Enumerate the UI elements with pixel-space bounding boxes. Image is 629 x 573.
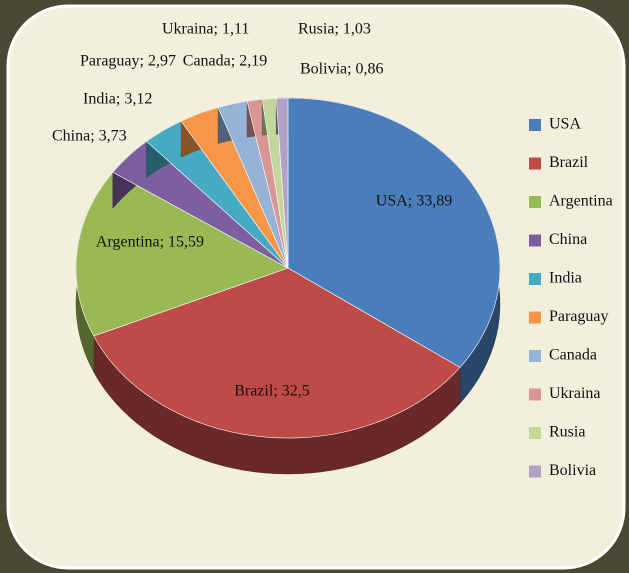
legend-swatch (529, 196, 541, 208)
legend-label: Argentina (549, 193, 613, 210)
legend-swatch (529, 350, 541, 362)
legend-swatch (529, 389, 541, 401)
legend-label: Brazil (549, 154, 589, 171)
legend-swatch (529, 273, 541, 285)
legend-swatch (529, 119, 541, 131)
legend-swatch (529, 312, 541, 324)
legend-label: USA (549, 116, 581, 133)
data-label: Bolivia; 0,86 (300, 61, 384, 78)
data-label: Rusia; 1,03 (298, 21, 371, 38)
legend-label: China (549, 231, 587, 248)
data-label: India; 3,12 (83, 91, 152, 108)
legend-label: Ukraina (549, 385, 601, 402)
legend-label: Paraguay (549, 308, 609, 325)
data-label: USA; 33,89 (376, 193, 452, 210)
legend-swatch (529, 427, 541, 439)
legend-label: India (549, 270, 582, 287)
data-label: Canada; 2,19 (183, 53, 267, 70)
data-label: Brazil; 32,5 (234, 383, 310, 400)
chart: USA; 33,89 Brazil; 32,5 Argentina; 15,59 Ch… (0, 0, 629, 573)
legend-label: Rusia (549, 424, 585, 441)
data-label: China; 3,73 (52, 128, 127, 145)
legend-swatch (529, 158, 541, 170)
data-label: Argentina; 15,59 (96, 234, 204, 251)
legend-label: Canada (549, 347, 597, 364)
legend-swatch (529, 466, 541, 478)
legend-label: Bolivia (549, 462, 596, 479)
data-label: Paraguay; 2,97 (80, 53, 176, 70)
legend-swatch (529, 235, 541, 247)
data-label: Ukraina; 1,11 (162, 21, 249, 38)
